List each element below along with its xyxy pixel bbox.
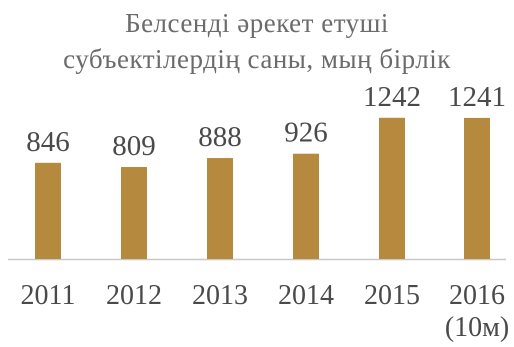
x-tick-label-2: 2013 xyxy=(192,280,248,311)
data-label-3: 926 xyxy=(284,117,328,149)
bar-1 xyxy=(121,167,147,259)
bar-3 xyxy=(293,153,319,259)
bar-0 xyxy=(35,162,61,259)
bar-5 xyxy=(464,117,490,259)
chart-title-line-2: субъектілердің саны, мың бірлік xyxy=(63,44,451,74)
data-label-5: 1241 xyxy=(448,81,506,113)
x-tick-label-4: 2015 xyxy=(364,280,420,311)
x-tick-label-5-line-1: (10м) xyxy=(445,312,509,343)
x-tick-label-3: 2014 xyxy=(278,280,334,311)
data-label-0: 846 xyxy=(26,126,70,158)
bar-4 xyxy=(379,117,405,259)
data-label-2: 888 xyxy=(198,121,242,153)
bar-2 xyxy=(207,158,233,259)
chart-title-line-1: Белсенді әрекет етуші xyxy=(125,8,389,38)
x-tick-label-0: 2011 xyxy=(21,280,76,311)
x-tick-label-5: 2016 xyxy=(449,280,505,311)
data-label-1: 809 xyxy=(112,130,156,162)
x-tick-label-1: 2012 xyxy=(106,280,162,311)
data-label-4: 1242 xyxy=(363,81,421,113)
